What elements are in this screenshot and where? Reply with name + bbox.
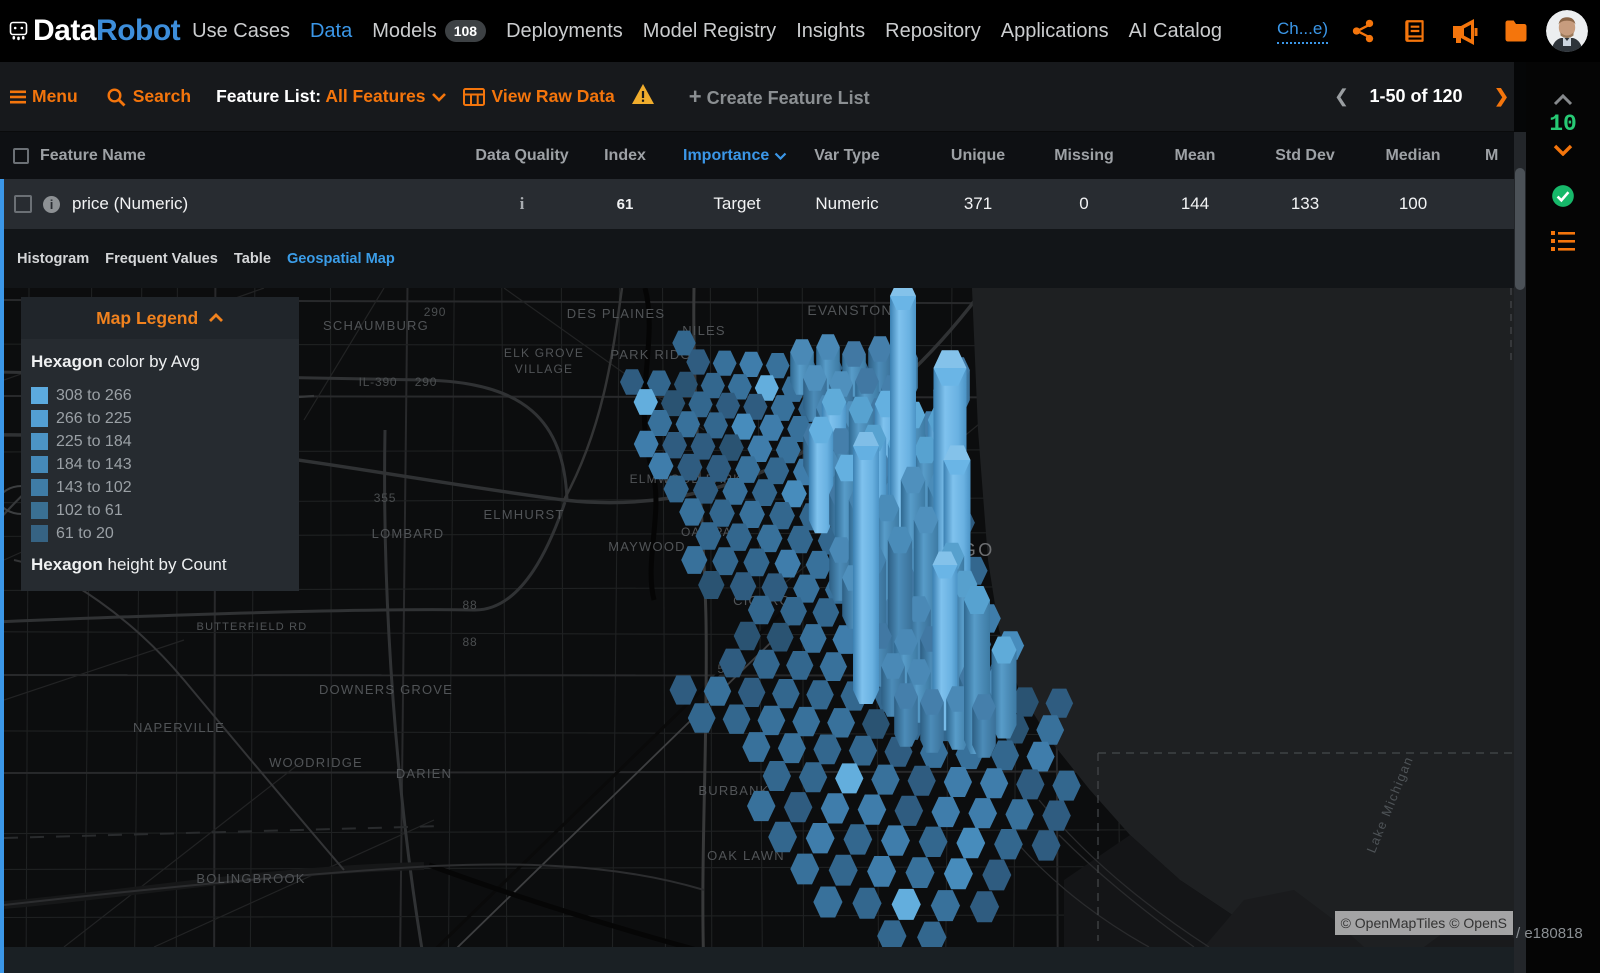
svg-text:LOMBARD: LOMBARD bbox=[372, 526, 445, 541]
svg-text:WOODRIDGE: WOODRIDGE bbox=[269, 755, 363, 770]
svg-text:DES PLAINES: DES PLAINES bbox=[567, 306, 665, 321]
svg-text:355: 355 bbox=[374, 491, 396, 505]
svg-text:BUTTERFIELD RD: BUTTERFIELD RD bbox=[197, 621, 308, 633]
svg-text:OAK LAWN: OAK LAWN bbox=[707, 848, 785, 863]
svg-text:88: 88 bbox=[463, 635, 478, 649]
svg-text:SCHAUMBURG: SCHAUMBURG bbox=[323, 318, 429, 333]
svg-text:ELMHURST: ELMHURST bbox=[483, 507, 564, 522]
svg-text:ELK GROVE: ELK GROVE bbox=[504, 346, 584, 360]
svg-text:BOLINGBROOK: BOLINGBROOK bbox=[196, 871, 305, 886]
svg-text:EVANSTON: EVANSTON bbox=[807, 302, 892, 318]
svg-text:290: 290 bbox=[424, 305, 446, 319]
svg-text:NILES: NILES bbox=[682, 323, 726, 338]
svg-text:DARIEN: DARIEN bbox=[396, 766, 452, 781]
svg-text:88: 88 bbox=[463, 598, 478, 612]
svg-text:MAYWOOD: MAYWOOD bbox=[608, 539, 686, 554]
svg-text:VILLAGE: VILLAGE bbox=[515, 362, 573, 376]
svg-text:NAPERVILLE: NAPERVILLE bbox=[133, 720, 225, 735]
svg-text:BURBANK: BURBANK bbox=[698, 783, 769, 798]
svg-text:IL-390: IL-390 bbox=[359, 375, 398, 389]
svg-text:DOWNERS GROVE: DOWNERS GROVE bbox=[319, 682, 453, 697]
svg-text:290: 290 bbox=[415, 375, 437, 389]
